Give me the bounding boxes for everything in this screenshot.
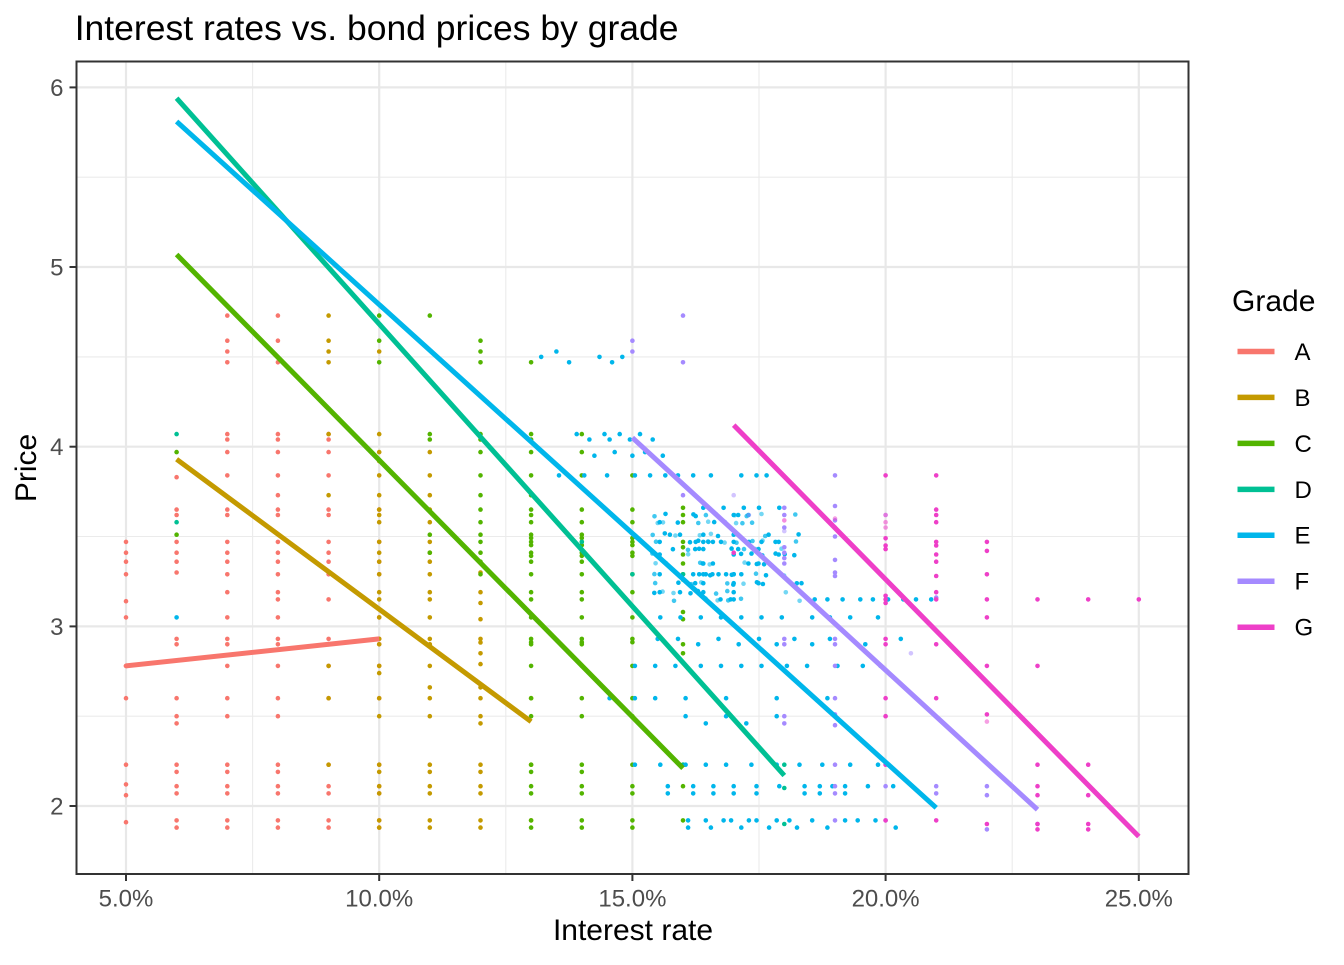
svg-text:C: C (1295, 431, 1312, 458)
svg-text:4: 4 (50, 434, 63, 461)
svg-text:10.0%: 10.0% (345, 885, 413, 912)
svg-text:6: 6 (50, 75, 63, 102)
svg-text:Interest rate: Interest rate (553, 914, 713, 947)
svg-text:Interest rates vs. bond prices: Interest rates vs. bond prices by grade (75, 8, 679, 48)
svg-text:F: F (1295, 569, 1310, 596)
svg-text:E: E (1295, 523, 1311, 550)
svg-text:5.0%: 5.0% (99, 885, 154, 912)
svg-text:3: 3 (50, 614, 63, 641)
svg-text:25.0%: 25.0% (1105, 885, 1173, 912)
svg-text:G: G (1295, 615, 1314, 642)
svg-text:20.0%: 20.0% (852, 885, 920, 912)
svg-text:A: A (1295, 339, 1311, 366)
svg-text:Grade: Grade (1232, 285, 1315, 318)
svg-text:5: 5 (50, 255, 63, 282)
svg-text:D: D (1295, 477, 1312, 504)
svg-text:Price: Price (10, 434, 43, 502)
svg-text:B: B (1295, 385, 1311, 412)
svg-text:15.0%: 15.0% (598, 885, 666, 912)
svg-text:2: 2 (50, 794, 63, 821)
